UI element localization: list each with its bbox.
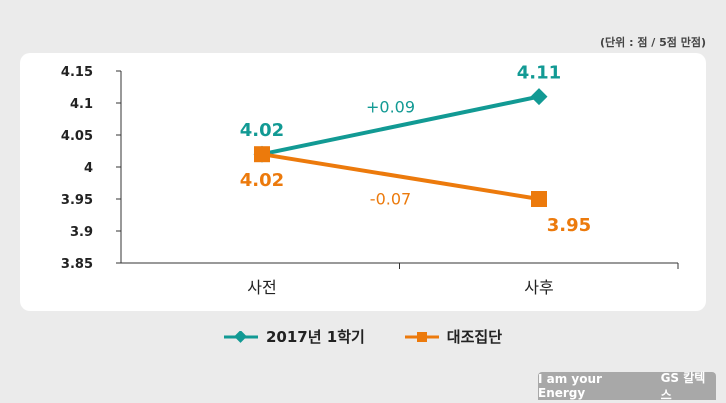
data-label: 4.11	[517, 63, 561, 84]
legend-label: 2017년 1학기	[265, 328, 365, 346]
data-point-square	[531, 191, 547, 207]
legend: 2017년 1학기 대조집단	[0, 326, 726, 347]
legend-label: 대조집단	[446, 328, 502, 346]
x-tick-label: 사전	[247, 278, 276, 297]
series-line	[261, 152, 540, 201]
y-tick-label: 3.9	[70, 225, 93, 240]
data-label: 3.95	[547, 215, 591, 236]
change-label: -0.07	[370, 190, 411, 209]
y-tick-label: 3.95	[61, 193, 93, 208]
square-line-icon	[404, 331, 439, 342]
line-chart: 4.15 4.1 4.05 4 3.95 3.9 3.85 사전 사후 4.02 4.11 +0.09…	[61, 63, 679, 297]
data-point-diamond	[530, 88, 548, 106]
y-tick-label: 4	[84, 161, 93, 176]
legend-item-control: 대조집단	[404, 326, 502, 347]
series-line	[261, 94, 540, 157]
x-tick-label: 사후	[524, 278, 553, 297]
unit-note: (단위 : 점 / 5점 만점)	[600, 36, 706, 49]
legend-item-2017: 2017년 1학기	[223, 326, 365, 347]
data-point-square	[254, 146, 270, 163]
brand-badge: I am your Energy GS 칼텍스	[538, 371, 716, 402]
change-label: +0.09	[366, 97, 415, 116]
brand-slogan: I am your Energy	[538, 372, 602, 400]
data-label: 4.02	[240, 120, 284, 141]
diamond-line-icon	[223, 330, 258, 343]
data-label: 4.02	[240, 170, 284, 191]
y-tick-label: 4.1	[70, 97, 93, 112]
gs-logo: GS 칼텍스	[660, 371, 706, 402]
y-tick-label: 4.15	[61, 65, 93, 80]
y-tick-label: 3.85	[61, 257, 93, 272]
y-tick-label: 4.05	[61, 129, 93, 144]
chart-panel: 4.15 4.1 4.05 4 3.95 3.9 3.85 사전 사후 4.02 4.11 +0.09…	[20, 53, 706, 311]
